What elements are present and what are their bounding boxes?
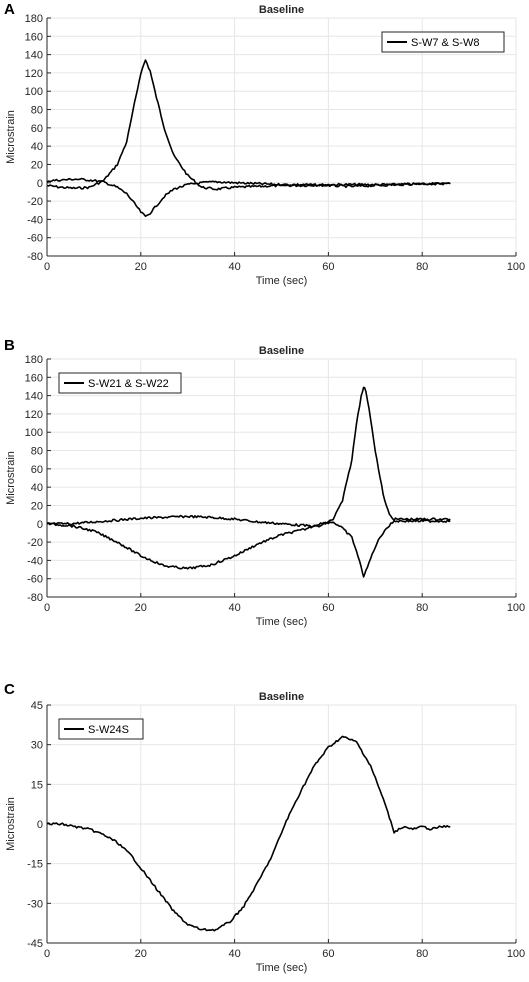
legend-box xyxy=(58,372,182,394)
y-tick-label: -60 xyxy=(27,574,43,586)
x-tick-label: 80 xyxy=(416,948,428,960)
legend-box xyxy=(381,31,505,53)
legend: S-W24S xyxy=(58,718,144,740)
panel-letter: C xyxy=(4,681,15,698)
y-axis-label: Microstrain xyxy=(5,110,17,164)
x-tick-label: 40 xyxy=(228,261,240,273)
panel-letter: A xyxy=(4,1,15,18)
x-axis-label: Time (sec) xyxy=(256,616,308,628)
x-tick-label: 60 xyxy=(322,261,334,273)
y-tick-label: 60 xyxy=(31,123,43,135)
y-tick-label: 100 xyxy=(25,86,43,98)
y-axis-label: Microstrain xyxy=(5,797,17,851)
legend-label: S-W21 & S-W22 xyxy=(88,378,169,390)
y-tick-label: 100 xyxy=(25,427,43,439)
y-tick-label: 15 xyxy=(31,779,43,791)
y-tick-label: -80 xyxy=(27,592,43,604)
x-tick-label: 0 xyxy=(44,602,50,614)
legend: S-W21 & S-W22 xyxy=(58,372,182,394)
y-tick-label: -20 xyxy=(27,196,43,208)
y-tick-label: 20 xyxy=(31,159,43,171)
y-tick-label: 60 xyxy=(31,464,43,476)
x-tick-label: 40 xyxy=(228,948,240,960)
series-line-2 xyxy=(46,519,451,578)
y-tick-label: -45 xyxy=(27,938,43,950)
legend-label: S-W24S xyxy=(88,724,129,736)
x-tick-label: 0 xyxy=(44,948,50,960)
y-tick-label: 80 xyxy=(31,105,43,117)
series-line-1 xyxy=(46,735,451,932)
y-tick-label: 30 xyxy=(31,740,43,752)
chart-panel-c: 0 20 40 60 80 100 -45 -30 -15 0 15 30 45 Baseline Time… xyxy=(4,681,525,974)
x-tick-label: 100 xyxy=(507,261,525,273)
chart-title: Baseline xyxy=(259,4,304,16)
x-tick-label: 60 xyxy=(322,602,334,614)
y-tick-label: 45 xyxy=(31,700,43,712)
y-tick-label: 120 xyxy=(25,409,43,421)
x-tick-label: 100 xyxy=(507,948,525,960)
y-tick-label: -40 xyxy=(27,555,43,567)
y-tick-label: 40 xyxy=(31,141,43,153)
y-tick-label: -20 xyxy=(27,537,43,549)
series-line-2 xyxy=(46,177,451,217)
chart-title: Baseline xyxy=(259,691,304,703)
y-tick-label: 160 xyxy=(25,31,43,43)
y-tick-label: 140 xyxy=(25,50,43,62)
x-tick-label: 20 xyxy=(135,261,147,273)
y-tick-label: -80 xyxy=(27,251,43,263)
x-tick-label: 40 xyxy=(228,602,240,614)
y-tick-label: -60 xyxy=(27,233,43,245)
x-tick-label: 80 xyxy=(416,602,428,614)
y-tick-label: -40 xyxy=(27,214,43,226)
y-tick-label: 180 xyxy=(25,13,43,25)
y-tick-label: 0 xyxy=(37,178,43,190)
chart-panel-b: 0 20 40 60 80 100 -80 -60 -40 -20 0 20 40 60 80 100 120 1… xyxy=(4,337,525,628)
x-axis-label: Time (sec) xyxy=(256,275,308,287)
chart-title: Baseline xyxy=(259,345,304,357)
y-tick-label: 120 xyxy=(25,68,43,80)
y-tick-label: 0 xyxy=(37,519,43,531)
y-tick-label: 140 xyxy=(25,391,43,403)
x-tick-label: 20 xyxy=(135,948,147,960)
panel-letter: B xyxy=(4,337,15,354)
y-tick-label: 80 xyxy=(31,446,43,458)
series-line-1 xyxy=(46,59,451,191)
y-axis-label: Microstrain xyxy=(5,451,17,505)
x-axis-label: Time (sec) xyxy=(256,962,308,974)
series-line-1 xyxy=(47,386,451,528)
x-tick-label: 80 xyxy=(416,261,428,273)
x-tick-label: 20 xyxy=(135,602,147,614)
x-tick-label: 100 xyxy=(507,602,525,614)
y-tick-label: -15 xyxy=(27,859,43,871)
legend-label: S-W7 & S-W8 xyxy=(411,37,479,49)
x-tick-label: 0 xyxy=(44,261,50,273)
x-tick-label: 60 xyxy=(322,948,334,960)
y-tick-label: -30 xyxy=(27,898,43,910)
y-tick-label: 20 xyxy=(31,500,43,512)
y-tick-label: 0 xyxy=(37,819,43,831)
chart-panel-a: 0 20 40 60 80 100 -80 -60 -40 -20 0 20 40 60 80 100 120 1… xyxy=(4,1,525,287)
y-tick-label: 160 xyxy=(25,372,43,384)
y-tick-label: 180 xyxy=(25,354,43,366)
legend: S-W7 & S-W8 xyxy=(381,31,505,53)
y-tick-label: 40 xyxy=(31,482,43,494)
legend-box xyxy=(58,718,144,740)
